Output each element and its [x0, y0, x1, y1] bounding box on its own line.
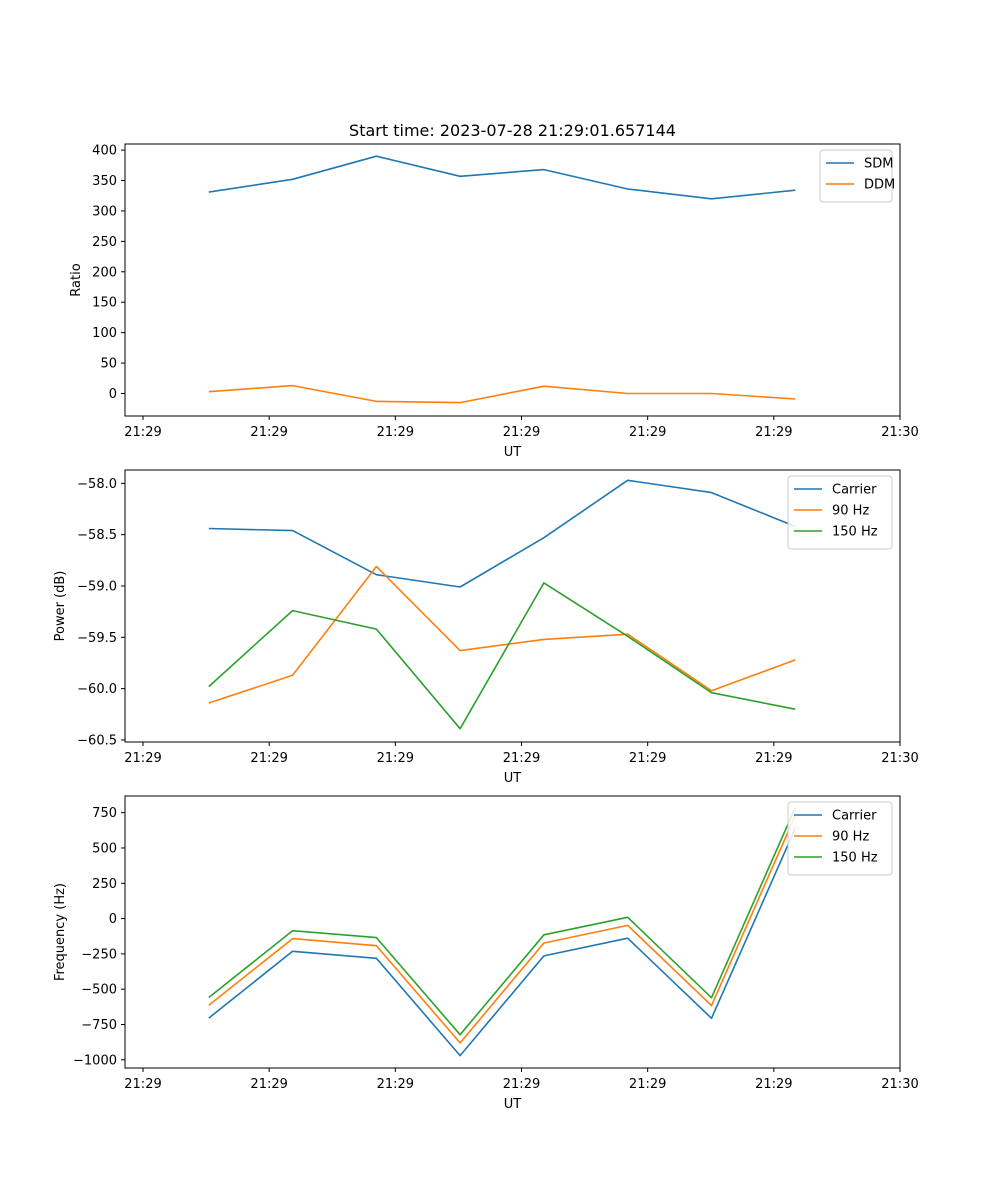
frequency-legend-label: Carrier [832, 809, 877, 824]
power-y-tick-label: −58.5 [77, 528, 117, 543]
ratio-x-tick-label: 21:29 [377, 425, 414, 440]
power-x-axis-label: UT [504, 771, 522, 786]
power-y-tick-label: −60.0 [77, 682, 117, 697]
power-axes-frame [124, 469, 901, 743]
frequency-panel: 21:29 21:29 21:29 21:29 21:29 21:29 21:30 −1000… [53, 795, 919, 1112]
power-y-tick-label: −59.0 [77, 579, 117, 594]
ratio-x-tick-label: 21:29 [629, 425, 666, 440]
ratio-y-tick-label: 50 [100, 357, 117, 372]
power-y-tick-label: −59.5 [77, 631, 117, 646]
ratio-x-tick-label: 21:30 [881, 425, 918, 440]
frequency-y-tick-label: −500 [81, 983, 117, 998]
power-legend-label: 90 Hz [832, 504, 869, 519]
frequency-y-tick-label: −750 [81, 1018, 117, 1033]
ratio-panel: 21:29 21:29 21:29 21:29 21:29 21:29 21:30 0 50 10… [69, 143, 919, 460]
frequency-series-line-carrier [208, 827, 797, 1057]
frequency-y-tick-label: 750 [92, 806, 117, 821]
frequency-x-tick-label: 21:29 [629, 1077, 666, 1092]
power-legend-label: 150 Hz [832, 525, 878, 540]
frequency-y-tick-label: 0 [109, 912, 117, 927]
power-y-axis-label: Power (dB) [53, 571, 68, 642]
ratio-y-tick-label: 400 [92, 144, 117, 159]
ratio-axes-frame [124, 143, 901, 417]
power-series-line-150-hz [208, 582, 796, 730]
frequency-axes-frame [124, 795, 901, 1069]
frequency-y-axis-label: Frequency (Hz) [53, 883, 68, 981]
frequency-y-tick-label: 500 [92, 841, 117, 856]
ratio-y-tick-label: 100 [92, 326, 117, 341]
frequency-legend-label: 150 Hz [832, 851, 878, 866]
ratio-y-tick-label: 250 [92, 235, 117, 250]
power-y-tick-label: −60.5 [77, 733, 117, 748]
ratio-y-tick-label: 0 [109, 387, 117, 402]
ratio-y-tick-label: 350 [92, 174, 117, 189]
power-x-tick-label: 21:29 [755, 751, 792, 766]
ratio-y-tick-label: 200 [92, 265, 117, 280]
power-series-line-carrier [208, 479, 796, 588]
power-x-tick-label: 21:30 [881, 751, 918, 766]
frequency-legend-label: 90 Hz [832, 830, 869, 845]
ratio-x-tick-label: 21:29 [503, 425, 540, 440]
ratio-x-tick-label: 21:29 [250, 425, 287, 440]
power-x-tick-label: 21:29 [124, 751, 161, 766]
power-y-tick-label: −58.0 [77, 477, 117, 492]
frequency-x-tick-label: 21:29 [250, 1077, 287, 1092]
power-panel: 21:29 21:29 21:29 21:29 21:29 21:29 21:30 −60.5… [53, 469, 919, 786]
ratio-legend-label: DDM [864, 178, 895, 193]
power-legend-label: Carrier [832, 483, 877, 498]
frequency-y-tick-label: −1000 [73, 1053, 117, 1068]
frequency-series-line-90-hz [208, 815, 797, 1044]
frequency-x-axis-label: UT [504, 1097, 522, 1112]
power-series-line-90-hz [208, 565, 796, 704]
frequency-x-tick-label: 21:29 [124, 1077, 161, 1092]
ratio-y-axis-label: Ratio [69, 263, 84, 296]
ratio-x-axis-label: UT [504, 445, 522, 460]
frequency-x-tick-label: 21:29 [377, 1077, 414, 1092]
power-x-tick-label: 21:29 [250, 751, 287, 766]
ratio-y-tick-label: 300 [92, 204, 117, 219]
ratio-y-tick-label: 150 [92, 296, 117, 311]
frequency-x-tick-label: 21:29 [755, 1077, 792, 1092]
chart-title: Start time: 2023-07-28 21:29:01.657144 [349, 121, 676, 140]
power-x-tick-label: 21:29 [377, 751, 414, 766]
frequency-series-line-150-hz [208, 807, 797, 1036]
frequency-x-tick-label: 21:30 [881, 1077, 918, 1092]
ratio-series-line-ddm [208, 384, 796, 404]
ratio-x-tick-label: 21:29 [755, 425, 792, 440]
frequency-x-tick-label: 21:29 [503, 1077, 540, 1092]
power-x-tick-label: 21:29 [629, 751, 666, 766]
ratio-series-line-sdm [208, 155, 796, 200]
power-x-tick-label: 21:29 [503, 751, 540, 766]
ratio-legend-label: SDM [864, 157, 893, 172]
ratio-x-tick-label: 21:29 [124, 425, 161, 440]
frequency-y-tick-label: 250 [92, 877, 117, 892]
frequency-y-tick-label: −250 [81, 947, 117, 962]
